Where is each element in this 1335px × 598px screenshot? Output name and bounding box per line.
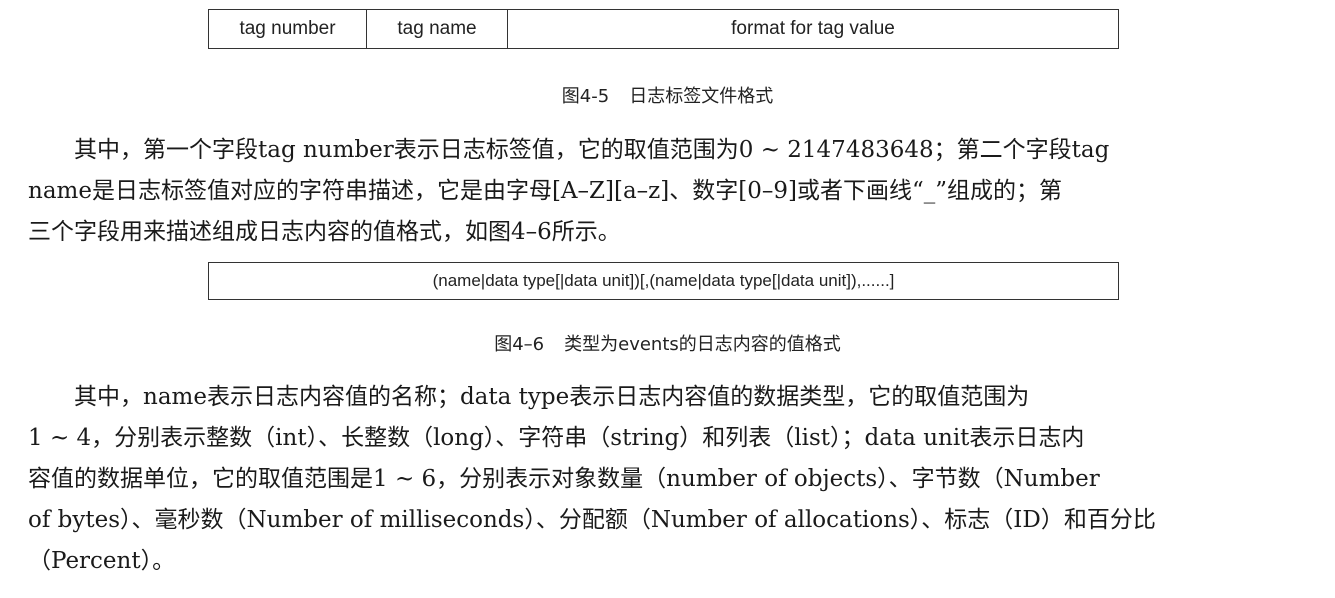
figure-4-5-number: 图4-5 xyxy=(561,86,610,107)
paragraph-line: 其中，第一个字段tag number表示日志标签值，它的取值范围为0 ~ 214… xyxy=(28,137,1110,163)
tag-number-cell: tag number xyxy=(239,18,336,39)
figure-4-6-number: 图4–6 xyxy=(494,334,545,355)
figure-4-5-caption: 图4-5 日志标签文件格式 xyxy=(0,82,1335,108)
events-value-format-cell: (name|data type[|data unit])[,(name|data… xyxy=(432,271,895,290)
paragraph-line: of bytes）、毫秒数（Number of milliseconds）、分配… xyxy=(28,507,1156,533)
tag-value-format-cell: format for tag value xyxy=(507,10,1118,48)
figure-4-5-title: 日志标签文件格式 xyxy=(629,86,774,107)
paragraph-line: 1 ~ 4，分别表示整数（int）、长整数（long）、字符串（string）和… xyxy=(28,425,1085,451)
figure-4-6-title: 类型为events的日志内容的值格式 xyxy=(564,334,841,355)
paragraph-value-fields: 其中，name表示日志内容值的名称；data type表示日志内容值的数据类型，… xyxy=(28,377,1308,582)
paragraph-line: 其中，name表示日志内容值的名称；data type表示日志内容值的数据类型，… xyxy=(28,384,1030,410)
figure-4-6-caption: 图4–6 类型为events的日志内容的值格式 xyxy=(0,330,1335,356)
paragraph-tag-fields: 其中，第一个字段tag number表示日志标签值，它的取值范围为0 ~ 214… xyxy=(28,130,1308,253)
paragraph-line: （Percent）。 xyxy=(28,548,176,574)
paragraph-line: name是日志标签值对应的字符串描述，它是由字母[A–Z][a–z]、数字[0–… xyxy=(28,178,1062,204)
tag-format-table: tag number tag name format for tag value xyxy=(208,9,1119,49)
tag-name-cell: tag name xyxy=(366,10,507,48)
events-value-format-table: (name|data type[|data unit])[,(name|data… xyxy=(208,262,1119,300)
paragraph-line: 三个字段用来描述组成日志内容的值格式，如图4–6所示。 xyxy=(28,219,621,245)
paragraph-line: 容值的数据单位，它的取值范围是1 ~ 6，分别表示对象数量（number of … xyxy=(28,466,1100,492)
